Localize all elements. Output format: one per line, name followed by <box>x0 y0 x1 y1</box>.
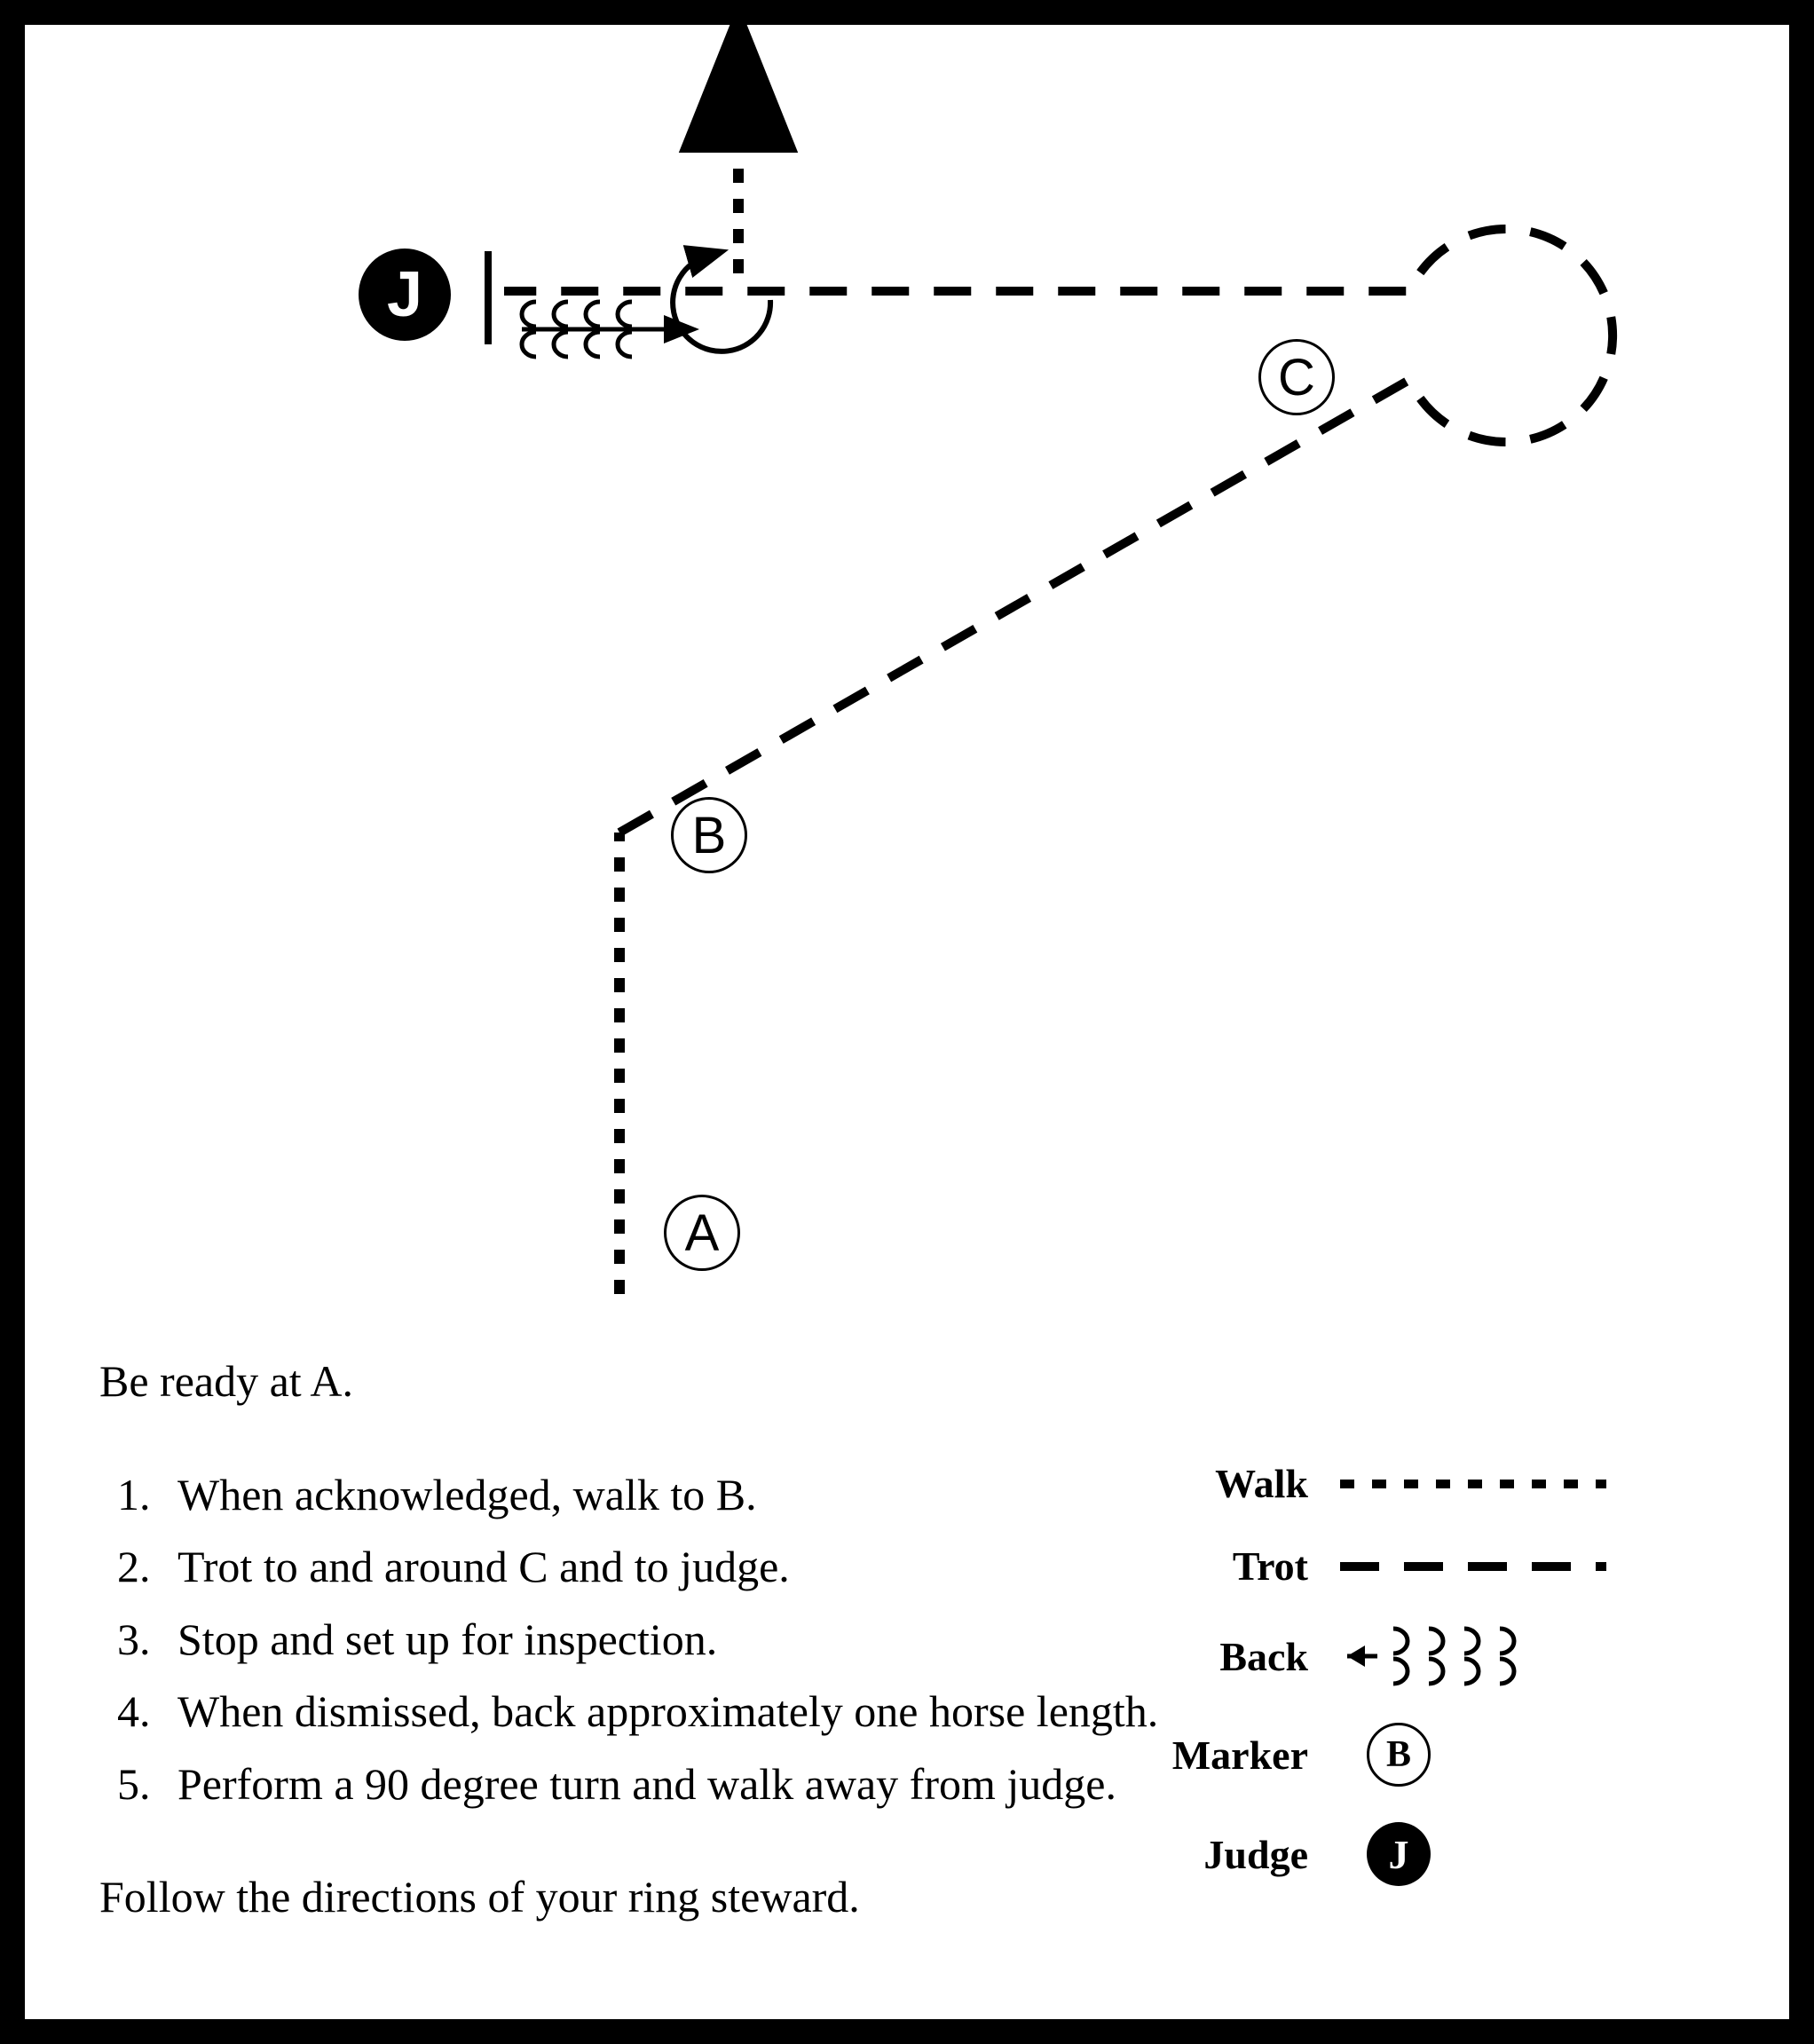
marker-C-label: C <box>1278 348 1315 407</box>
instructions-intro: Be ready at A. <box>99 1347 1253 1417</box>
legend-trot-symbol <box>1340 1558 1713 1575</box>
legend-judge-letter: J <box>1389 1831 1409 1878</box>
legend-judge-label: Judge <box>1074 1831 1340 1878</box>
legend-marker-icon: B <box>1367 1723 1431 1787</box>
legend-judge-icon: J <box>1367 1822 1431 1886</box>
diagram-svg <box>25 25 1789 1356</box>
legend: Walk Trot Back Marker B Judge <box>1074 1460 1713 1886</box>
marker-A: A <box>664 1195 740 1271</box>
marker-C: C <box>1258 339 1335 415</box>
marker-A-label: A <box>685 1204 720 1263</box>
legend-marker-label: Marker <box>1074 1732 1340 1779</box>
marker-B: B <box>671 797 747 873</box>
legend-trot-label: Trot <box>1074 1543 1340 1590</box>
back-symbol <box>522 302 682 357</box>
judge-label: J <box>387 258 422 331</box>
legend-back-symbol <box>1340 1625 1713 1687</box>
legend-marker-symbol: B <box>1340 1723 1713 1787</box>
judge-marker: J <box>359 249 451 341</box>
turn-arc <box>673 256 770 351</box>
page: J A B C Be ready at A. When acknowledged… <box>0 0 1814 2044</box>
legend-walk-symbol <box>1340 1475 1713 1493</box>
legend-marker-letter: B <box>1386 1733 1411 1776</box>
legend-back-label: Back <box>1074 1633 1340 1680</box>
trot-path <box>504 229 1613 833</box>
legend-walk-label: Walk <box>1074 1460 1340 1507</box>
legend-judge-symbol: J <box>1340 1822 1713 1886</box>
marker-B-label: B <box>692 806 727 865</box>
